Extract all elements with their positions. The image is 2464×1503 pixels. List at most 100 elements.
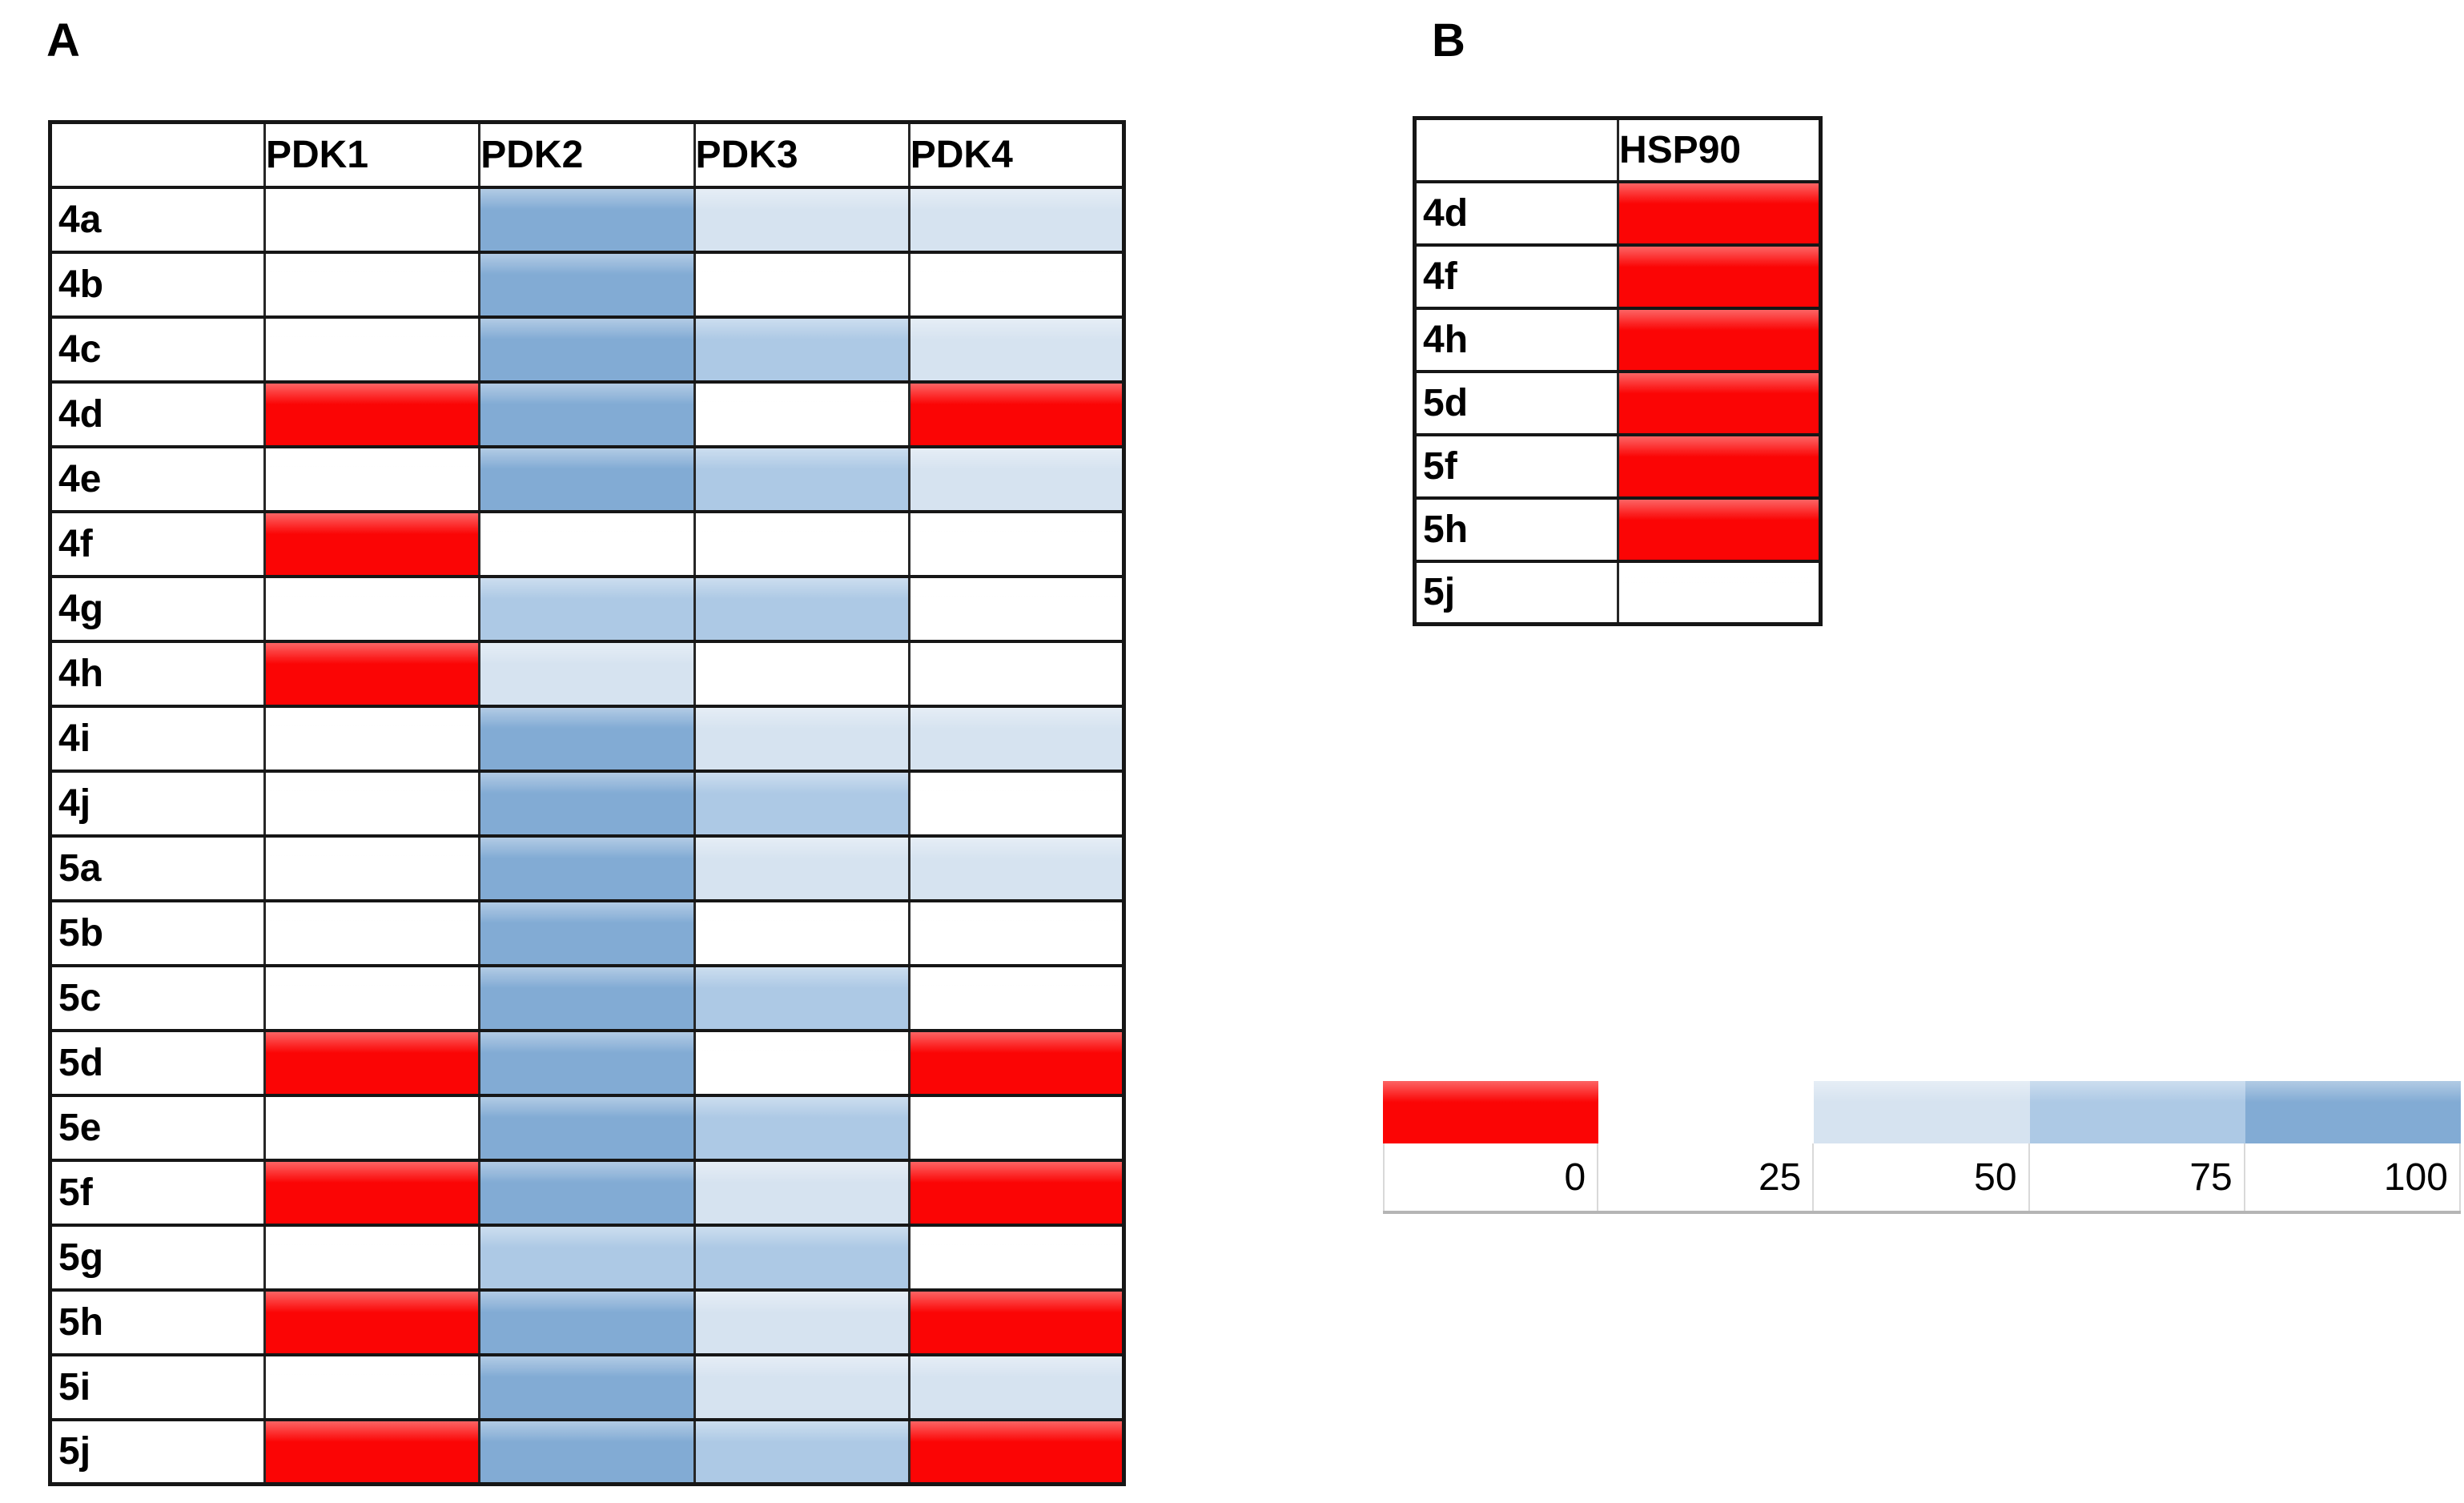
heatmap-cell-5a-pdk4 <box>907 834 1126 902</box>
table-row-5b: 5b <box>49 898 1126 967</box>
table-row-5d: 5d <box>49 1028 1126 1097</box>
heatmap-cell-5h-pdk2 <box>478 1288 696 1356</box>
heatmap-cell-5a-pdk1 <box>263 834 481 902</box>
table-row-4g: 4g <box>49 574 1126 643</box>
table-row-4h: 4h <box>1413 306 1822 373</box>
heatmap-cell-4e-pdk3 <box>693 444 910 513</box>
heatmap-cell-5e-pdk4 <box>907 1093 1126 1162</box>
heatmap-cell-4d-hsp90 <box>1617 179 1822 247</box>
heatmap-cell-5c-pdk1 <box>263 963 481 1032</box>
heatmap-cell-4f-pdk3 <box>693 509 910 578</box>
row-label-4d: 4d <box>49 380 266 448</box>
table-row-5a: 5a <box>49 834 1126 902</box>
row-label-5j: 5j <box>49 1417 266 1486</box>
table-row-4a: 4a <box>49 185 1126 254</box>
heatmap-cell-4h-pdk4 <box>907 639 1126 708</box>
legend-swatch-25 <box>1598 1081 1815 1143</box>
legend-swatch-row <box>1383 1081 2461 1143</box>
heatmap-cell-5a-pdk3 <box>693 834 910 902</box>
row-label-5c: 5c <box>49 963 266 1032</box>
panel-b-heatmap-table: HSP90 4d 4f 4h 5d 5f 5h 5j <box>1413 116 1823 626</box>
table-row-4h: 4h <box>49 639 1126 708</box>
row-label-4f: 4f <box>49 509 266 578</box>
table-row-4e: 4e <box>49 444 1126 513</box>
heatmap-cell-4j-pdk3 <box>693 769 910 838</box>
table-row-5h: 5h <box>49 1288 1126 1356</box>
heatmap-cell-4f-hsp90 <box>1617 243 1822 310</box>
heatmap-cell-5i-pdk1 <box>263 1352 481 1421</box>
heatmap-cell-4d-pdk1 <box>263 380 481 448</box>
row-label-4b: 4b <box>49 250 266 319</box>
column-header-pdk1: PDK1 <box>263 120 481 189</box>
heatmap-cell-4e-pdk4 <box>907 444 1126 513</box>
row-label-5d: 5d <box>49 1028 266 1097</box>
heatmap-cell-4d-pdk4 <box>907 380 1126 448</box>
row-label-5d: 5d <box>1413 369 1619 436</box>
heatmap-cell-5j-hsp90 <box>1617 559 1822 626</box>
legend-tick-row: 0 25 50 75 100 <box>1383 1143 2461 1214</box>
heatmap-cell-4b-pdk2 <box>478 250 696 319</box>
legend-swatch-100 <box>2245 1081 2461 1143</box>
heatmap-cell-5h-pdk4 <box>907 1288 1126 1356</box>
heatmap-cell-4a-pdk2 <box>478 185 696 254</box>
heatmap-cell-4c-pdk1 <box>263 315 481 384</box>
heatmap-cell-4e-pdk1 <box>263 444 481 513</box>
heatmap-cell-5h-hsp90 <box>1617 496 1822 563</box>
heatmap-cell-4h-pdk1 <box>263 639 481 708</box>
legend-swatch-75 <box>2029 1081 2245 1143</box>
heatmap-cell-5b-pdk3 <box>693 898 910 967</box>
table-row-4f: 4f <box>49 509 1126 578</box>
heatmap-cell-4i-pdk3 <box>693 704 910 773</box>
table-row-4f: 4f <box>1413 243 1822 310</box>
heatmap-cell-4g-pdk2 <box>478 574 696 643</box>
heatmap-cell-5i-pdk3 <box>693 1352 910 1421</box>
table-row-5e: 5e <box>49 1093 1126 1162</box>
row-label-5i: 5i <box>49 1352 266 1421</box>
row-label-4h: 4h <box>49 639 266 708</box>
row-label-5h: 5h <box>1413 496 1619 563</box>
corner-cell <box>49 120 266 189</box>
heatmap-cell-4c-pdk4 <box>907 315 1126 384</box>
heatmap-cell-5g-pdk4 <box>907 1223 1126 1292</box>
heatmap-cell-4b-pdk4 <box>907 250 1126 319</box>
table-row-5j: 5j <box>1413 559 1822 626</box>
heatmap-cell-5g-pdk1 <box>263 1223 481 1292</box>
heatmap-cell-4g-pdk3 <box>693 574 910 643</box>
table-row-4j: 4j <box>49 769 1126 838</box>
heatmap-cell-5i-pdk2 <box>478 1352 696 1421</box>
heatmap-cell-5i-pdk4 <box>907 1352 1126 1421</box>
heatmap-cell-5d-pdk3 <box>693 1028 910 1097</box>
row-label-4a: 4a <box>49 185 266 254</box>
legend-swatch-50 <box>1814 1081 2030 1143</box>
row-label-5j: 5j <box>1413 559 1619 626</box>
heatmap-cell-4f-pdk1 <box>263 509 481 578</box>
heatmap-cell-4b-pdk3 <box>693 250 910 319</box>
table-row-5f: 5f <box>49 1158 1126 1227</box>
heatmap-cell-5f-pdk1 <box>263 1158 481 1227</box>
column-header-pdk3: PDK3 <box>693 120 910 189</box>
panel-a-label: A <box>46 14 80 66</box>
heatmap-cell-4g-pdk4 <box>907 574 1126 643</box>
heatmap-cell-4h-pdk3 <box>693 639 910 708</box>
heatmap-cell-5f-pdk3 <box>693 1158 910 1227</box>
row-label-4f: 4f <box>1413 243 1619 310</box>
heatmap-cell-5e-pdk1 <box>263 1093 481 1162</box>
row-label-5h: 5h <box>49 1288 266 1356</box>
heatmap-cell-5f-pdk4 <box>907 1158 1126 1227</box>
heatmap-cell-4a-pdk3 <box>693 185 910 254</box>
heatmap-cell-5c-pdk3 <box>693 963 910 1032</box>
heatmap-cell-4c-pdk2 <box>478 315 696 384</box>
heatmap-cell-4c-pdk3 <box>693 315 910 384</box>
heatmap-cell-4d-pdk2 <box>478 380 696 448</box>
heatmap-cell-4d-pdk3 <box>693 380 910 448</box>
heatmap-cell-4h-hsp90 <box>1617 306 1822 373</box>
row-label-5a: 5a <box>49 834 266 902</box>
table-row-5f: 5f <box>1413 432 1822 500</box>
table-row-4i: 4i <box>49 704 1126 773</box>
legend-tick-0: 0 <box>1383 1143 1599 1211</box>
table-row-5h: 5h <box>1413 496 1822 563</box>
row-label-4g: 4g <box>49 574 266 643</box>
heatmap-cell-5h-pdk1 <box>263 1288 481 1356</box>
table-row-4d: 4d <box>1413 179 1822 247</box>
row-label-5f: 5f <box>49 1158 266 1227</box>
